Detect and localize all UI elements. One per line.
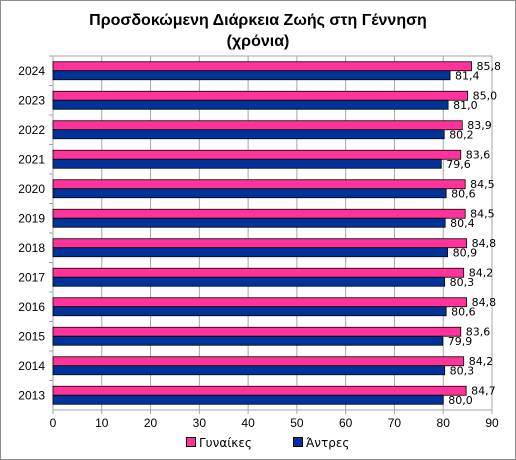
x-tick-label: 40 [241,416,255,430]
legend-label-men: Άντρες [306,436,350,450]
bar-women [52,385,467,396]
data-label-men: 79,6 [446,158,471,171]
data-label-men: 79,9 [448,335,473,348]
bar-chart: 85,881,4 2024 85,081,0 2023 83,980,2 2022 83,6… [18,55,502,430]
chart-title: Προσδοκώμενη Διάρκεια Ζωής στη Γέννηση (… [0,10,516,52]
bar-women [52,90,469,101]
x-tick-label: 70 [388,416,402,430]
data-label-men: 80,0 [448,394,473,407]
x-tick-label: 20 [144,416,158,430]
bar-men [52,247,449,258]
bar-women [52,267,465,278]
bar-women [52,179,466,190]
data-label-men: 80,3 [450,364,475,377]
x-tick-label: 0 [50,416,57,430]
data-label-men: 80,9 [453,246,478,259]
data-label-women: 84,5 [470,207,495,220]
bar-women [52,356,465,367]
data-label-women: 85,8 [477,60,502,73]
data-label-women: 83,6 [466,148,491,161]
y-tick-label: 2013 [18,388,45,402]
x-tick-label: 80 [437,416,451,430]
data-label-women: 84,7 [471,384,496,397]
y-tick-label: 2014 [18,359,45,373]
x-tick-label: 30 [193,416,207,430]
y-tick-label: 2015 [18,329,45,343]
data-label-women: 83,6 [466,325,491,338]
data-label-women: 83,9 [467,119,492,132]
data-label-women: 84,5 [470,178,495,191]
data-label-men: 81,0 [453,99,478,112]
data-label-men: 80,3 [450,276,475,289]
data-label-women: 84,2 [469,266,494,279]
data-label-men: 81,4 [455,69,480,82]
bar-women [52,208,466,219]
x-tick-label: 60 [339,416,353,430]
legend-item-men: Άντρες [293,436,349,450]
bar-women [52,149,462,160]
x-tick-label: 90 [485,416,499,430]
chart-title-main: Προσδοκώμενη Διάρκεια Ζωής στη Γέννηση [89,12,427,29]
bar-men [52,129,445,140]
bar-women [52,326,462,337]
bar-women [52,120,463,131]
bar-men [52,188,447,199]
bar-men [52,158,442,169]
data-label-women: 84,8 [472,237,497,250]
data-label-women: 84,2 [469,355,494,368]
bar-men [52,99,449,110]
chart-subtitle: (χρόνια) [226,33,290,50]
legend-item-women: Γυναίκες [186,436,252,450]
data-label-women: 85,0 [473,89,498,102]
legend-label-women: Γυναίκες [199,436,252,450]
y-tick-label: 2020 [18,182,45,196]
legend-swatch-women [186,437,196,447]
bar-men [52,394,444,405]
y-tick-label: 2023 [18,93,45,107]
y-tick-label: 2016 [18,300,45,314]
bar-men [52,217,446,228]
bar-women [52,61,472,72]
legend-swatch-men [293,437,303,447]
bar-men [52,70,451,81]
y-tick-label: 2024 [18,64,45,78]
x-tick-label: 50 [290,416,304,430]
y-tick-label: 2019 [18,211,45,225]
x-tick-label: 10 [95,416,109,430]
y-tick-label: 2018 [18,241,45,255]
data-label-men: 80,4 [450,217,475,230]
bar-men [52,335,444,346]
y-tick-label: 2021 [18,152,45,166]
bar-women [52,238,468,249]
y-tick-label: 2017 [18,270,45,284]
bar-women [52,297,468,308]
data-label-men: 80,2 [449,128,474,141]
bar-men [52,365,446,376]
y-tick-label: 2022 [18,123,45,137]
bar-men [52,306,447,317]
data-label-men: 80,6 [451,187,476,200]
data-label-men: 80,6 [451,305,476,318]
bar-men [52,276,446,287]
data-label-women: 84,8 [472,296,497,309]
